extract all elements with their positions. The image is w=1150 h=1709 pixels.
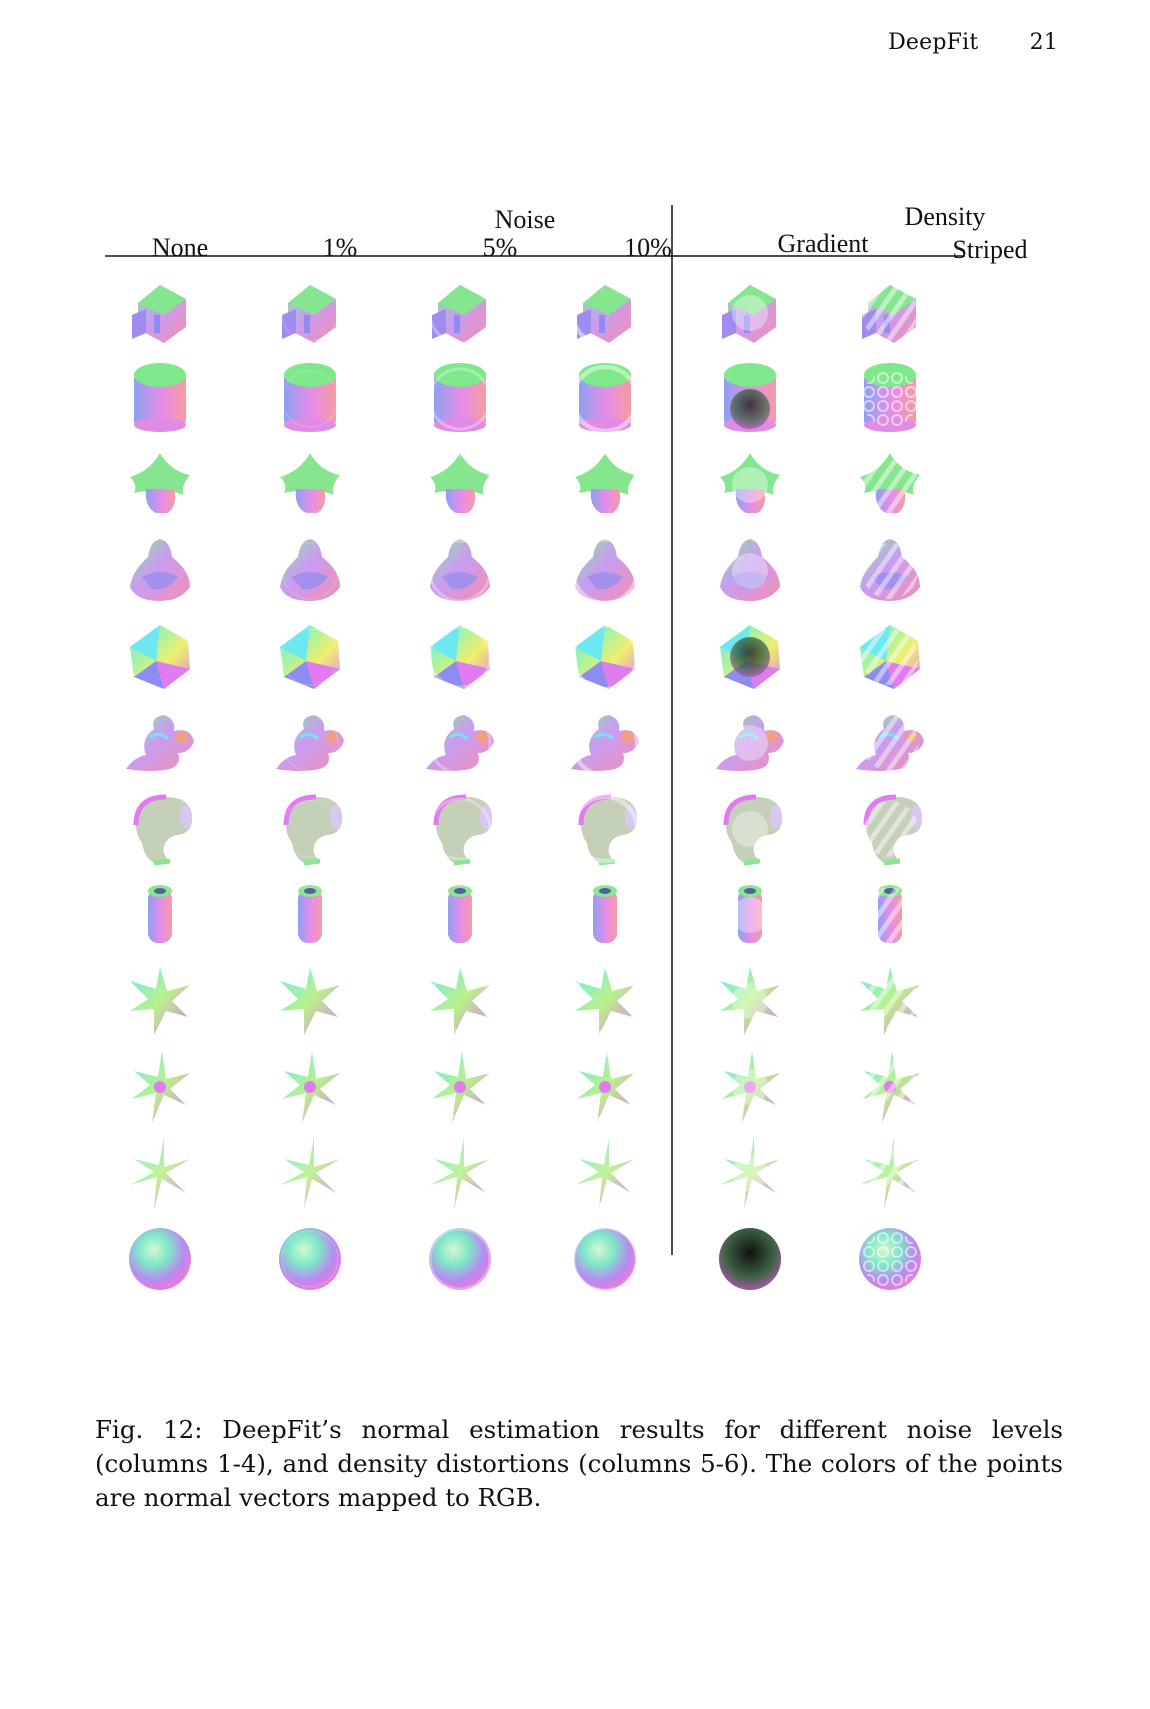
thumb-star-sharp-5pct [428, 1051, 492, 1123]
thumb-sphere-gradient [719, 1228, 781, 1290]
column-label-10pct: 10% [624, 233, 672, 262]
thumb-netsuke-like-gradient [720, 539, 780, 601]
thumb-boxunion-none [132, 285, 186, 343]
thumb-icosahedron-gradient [720, 625, 780, 689]
thumb-pipe-gradient [732, 885, 768, 943]
thumb-bent-tube-1pct [281, 797, 342, 863]
thumb-star-smooth-gradient [720, 967, 780, 1035]
thumb-pipe-striped [862, 885, 918, 943]
running-header: DeepFit 21 [888, 30, 1058, 55]
thumb-boxunion-5pct [428, 281, 492, 345]
thumb-star-sharp-1pct [281, 1051, 340, 1123]
thumb-netsuke-like-5pct [428, 539, 492, 603]
thumb-dragon-like-gradient [714, 713, 786, 773]
thumb-pipe-5pct [428, 883, 492, 947]
group-label-noise: Noise [494, 205, 556, 234]
thumb-star-smooth-1pct [280, 967, 340, 1035]
group-label-density: Density [904, 202, 986, 231]
running-title: DeepFit [888, 30, 979, 55]
thumb-boxunion-striped [862, 285, 918, 343]
thumb-pipe-10pct [570, 880, 640, 950]
thumb-star-smooth-striped [860, 967, 920, 1035]
column-label-1pct: 1% [322, 233, 358, 262]
thumb-dragon-like-5pct [424, 711, 496, 775]
thumb-boxunion-10pct [570, 278, 640, 348]
thumb-cylinder-none [134, 363, 186, 432]
thumb-star-sharp-gradient [722, 1051, 780, 1123]
thumb-star-sharp-10pct [570, 1051, 640, 1123]
thumb-icosahedron-none [130, 625, 190, 689]
thumb-cylinder-10pct [570, 363, 640, 434]
column-label-5pct: 5% [482, 233, 518, 262]
thumb-star-thin-gradient [720, 1137, 780, 1209]
thumb-cylinder-1pct [281, 363, 339, 432]
thumb-fandisk-like-1pct [280, 453, 340, 514]
thumb-star-sharp-none [132, 1051, 190, 1123]
thumb-sphere-1pct [279, 1228, 341, 1290]
thumb-sphere-5pct [428, 1227, 492, 1291]
thumb-star-thin-none [130, 1137, 190, 1209]
thumb-bent-tube-10pct [570, 797, 637, 863]
thumb-bent-tube-gradient [726, 797, 782, 863]
thumb-sphere-striped [859, 1228, 921, 1290]
thumb-icosahedron-5pct [428, 625, 492, 689]
thumb-dragon-like-10pct [569, 708, 641, 778]
thumb-star-smooth-none [130, 967, 190, 1035]
thumb-icosahedron-striped [860, 625, 920, 689]
thumb-cylinder-5pct [428, 363, 492, 432]
thumb-sphere-none [129, 1228, 191, 1290]
figure-caption: Fig. 12: DeepFit’s normal estimation res… [95, 1415, 1063, 1512]
thumb-fandisk-like-striped [860, 453, 920, 513]
thumb-cylinder-striped [862, 363, 918, 432]
thumb-star-thin-10pct [570, 1137, 640, 1209]
column-label-gradient: Gradient [777, 229, 869, 258]
column-label-striped: Striped [952, 235, 1028, 264]
thumb-bent-tube-striped [862, 797, 922, 863]
thumb-fandisk-like-10pct [570, 450, 640, 520]
thumb-bent-tube-none [136, 797, 192, 863]
figure: Noise Density None 1% 5% 10% Gradient St… [105, 202, 1057, 1380]
thumb-fandisk-like-none [130, 453, 190, 513]
thumb-dragon-like-1pct [274, 713, 346, 773]
thumb-pipe-1pct [281, 885, 339, 944]
thumb-star-sharp-striped [862, 1051, 920, 1123]
thumb-star-smooth-10pct [570, 966, 640, 1036]
page-number: 21 [1029, 30, 1058, 55]
thumb-dragon-like-striped [854, 713, 926, 773]
thumb-star-thin-5pct [428, 1137, 492, 1209]
thumb-netsuke-like-none [130, 539, 190, 601]
thumb-cylinder-gradient [724, 363, 776, 432]
thumb-icosahedron-1pct [280, 625, 340, 689]
thumb-bent-tube-5pct [428, 797, 492, 863]
thumb-fandisk-like-5pct [428, 453, 492, 517]
thumb-star-smooth-5pct [428, 967, 492, 1035]
thumb-star-thin-striped [860, 1137, 920, 1209]
thumb-netsuke-like-striped [860, 539, 920, 601]
thumb-boxunion-1pct [281, 284, 339, 343]
thumb-netsuke-like-10pct [570, 536, 640, 606]
thumb-dragon-like-none [124, 713, 196, 773]
thumb-sphere-10pct [570, 1224, 640, 1294]
thumb-icosahedron-10pct [570, 622, 640, 692]
thumb-boxunion-gradient [722, 285, 776, 343]
column-label-none: None [151, 233, 209, 262]
thumb-netsuke-like-1pct [280, 539, 340, 601]
thumb-star-thin-1pct [280, 1137, 340, 1209]
shape-grid [105, 205, 965, 1294]
thumb-pipe-none [148, 885, 172, 943]
thumb-fandisk-like-gradient [720, 453, 780, 513]
